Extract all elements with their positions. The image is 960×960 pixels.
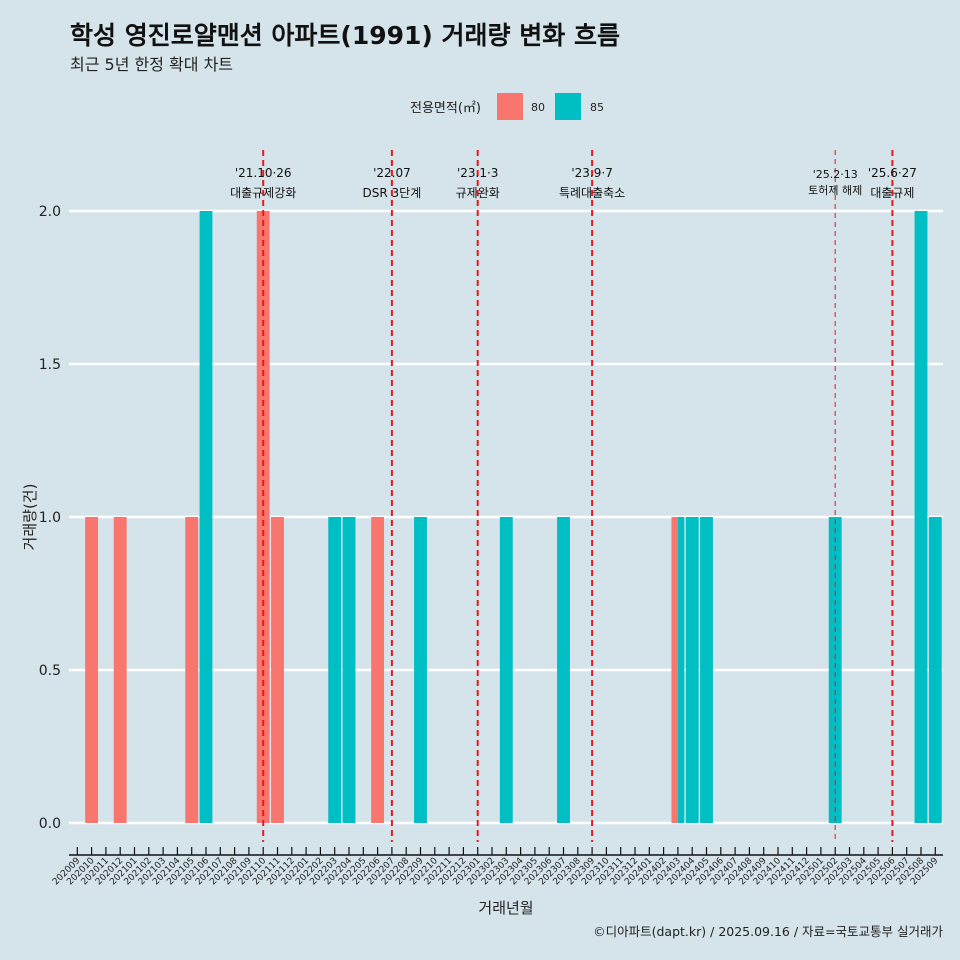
legend: 전용면적(㎡) 80 85 — [410, 93, 604, 120]
bar-85-202209 — [414, 517, 427, 823]
bar-85-202303 — [499, 517, 513, 823]
x-axis: 2020092020102020112020122021012021022021… — [51, 847, 943, 887]
annotation-date: '23.1·3 — [457, 166, 498, 180]
bar-80-202010 — [85, 517, 99, 823]
y-tick-label: 1.0 — [39, 510, 61, 526]
annotations: '21.10·26 대출규제강화 '22.07 DSR 3단계 '23.1·3 규제완화 '… — [230, 150, 917, 842]
legend-label-85: 85 — [590, 101, 604, 114]
bar-80-202206 — [371, 517, 385, 823]
y-tick-label: 0.5 — [39, 663, 61, 679]
y-axis-title: 거래량(건) — [21, 484, 39, 551]
bar-80-202012 — [113, 517, 127, 823]
bar-85-202106 — [199, 211, 213, 823]
annotation-label: 토허제 해제 — [808, 183, 862, 197]
annotation-label: 특례대출축소 — [559, 186, 625, 200]
annotation-date: '22.07 — [373, 166, 411, 180]
chart-subtitle: 최근 5년 한정 확대 차트 — [70, 55, 233, 74]
bar-80-202105 — [185, 517, 199, 823]
legend-swatch-80 — [497, 93, 523, 120]
annotation-date: '25.6·27 — [868, 166, 917, 180]
bar-85-202509 — [928, 517, 942, 823]
bar-85-202403 — [677, 517, 685, 823]
bar-80-202110 — [256, 211, 270, 823]
annotation-date: '25.2·13 — [813, 168, 858, 181]
bar-85-202203 — [328, 517, 342, 823]
annotation-date: '21.10·26 — [235, 166, 292, 180]
legend-swatch-85 — [555, 93, 581, 120]
x-axis-title: 거래년월 — [478, 899, 533, 917]
bar-85-202502 — [828, 517, 842, 823]
legend-title: 전용면적(㎡) — [410, 101, 481, 116]
bar-80-202111 — [271, 517, 284, 823]
annotation-date: '23.9·7 — [571, 166, 612, 180]
bar-85-202204 — [342, 517, 356, 823]
bar-85-202405 — [700, 517, 713, 823]
bar-80-202403 — [671, 517, 678, 823]
annotation-label: DSR 3단계 — [363, 186, 422, 200]
bar-85-202404 — [685, 517, 699, 823]
bar-85-202307 — [557, 517, 570, 823]
caption: ©디아파트(dapt.kr) / 2025.09.16 / 자료=국토교통부 실… — [593, 924, 943, 939]
annotation-label: 대출규제 — [870, 186, 914, 200]
legend-label-80: 80 — [531, 101, 545, 114]
y-tick-label: 2.0 — [39, 204, 61, 220]
y-axis: 0.0 0.5 1.0 1.5 2.0 — [39, 204, 61, 832]
annotation-label: 대출규제강화 — [230, 186, 296, 200]
chart-title: 학성 영진로얄맨션 아파트(1991) 거래량 변화 흐름 — [70, 21, 620, 50]
annotation-label: 규제완화 — [456, 186, 500, 200]
bar-85-202508 — [914, 211, 928, 823]
y-tick-label: 0.0 — [39, 816, 61, 832]
y-tick-label: 1.5 — [39, 357, 61, 373]
bars — [85, 211, 942, 823]
